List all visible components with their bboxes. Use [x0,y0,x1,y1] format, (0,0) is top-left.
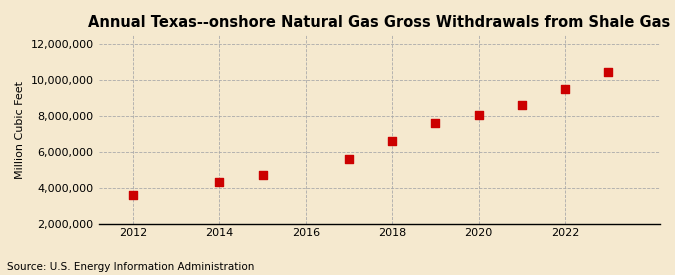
Y-axis label: Million Cubic Feet: Million Cubic Feet [15,81,25,178]
Point [387,139,398,143]
Point [560,87,570,91]
Text: Source: U.S. Energy Information Administration: Source: U.S. Energy Information Administ… [7,262,254,272]
Point [603,70,614,74]
Title: Annual Texas--onshore Natural Gas Gross Withdrawals from Shale Gas: Annual Texas--onshore Natural Gas Gross … [88,15,670,30]
Point [214,180,225,184]
Point [430,121,441,125]
Point [516,103,527,107]
Point [473,112,484,117]
Point [257,173,268,177]
Point [344,157,354,161]
Point [128,193,138,197]
